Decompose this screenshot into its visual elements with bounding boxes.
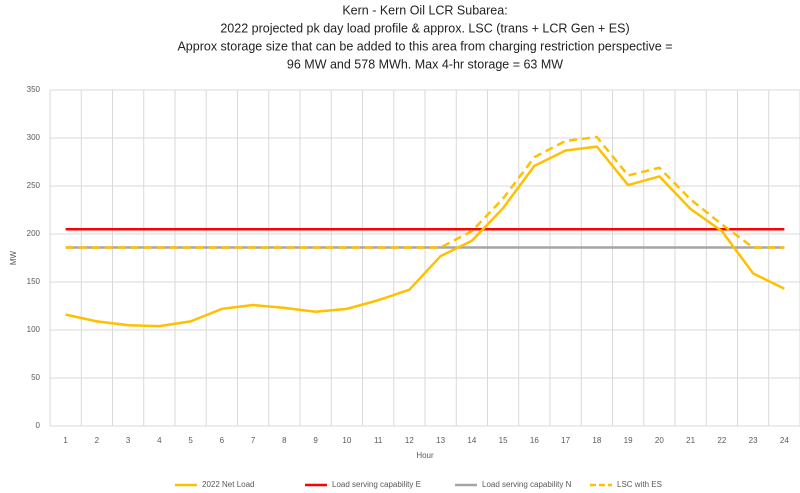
x-tick-label: 9: [313, 436, 318, 445]
x-tick-label: 23: [749, 436, 758, 445]
x-tick-label: 22: [717, 436, 726, 445]
y-tick-label: 300: [27, 133, 41, 142]
x-tick-label: 16: [530, 436, 539, 445]
x-tick-label: 6: [220, 436, 225, 445]
x-tick-label: 12: [405, 436, 414, 445]
x-tick-label: 11: [374, 436, 383, 445]
x-tick-label: 2: [95, 436, 100, 445]
y-tick-label: 150: [27, 277, 41, 286]
y-tick-label: 50: [31, 373, 40, 382]
x-tick-label: 10: [342, 436, 351, 445]
legend-label: Load serving capability N: [482, 480, 572, 489]
x-tick-label: 17: [561, 436, 570, 445]
series-line: [65, 135, 785, 249]
chart-title: Kern - Kern Oil LCR Subarea:: [342, 3, 507, 17]
legend-label: 2022 Net Load: [202, 480, 255, 489]
x-tick-label: 3: [126, 436, 131, 445]
x-tick-label: 20: [655, 436, 664, 445]
y-axis-label: MW: [9, 250, 18, 265]
chart-title: Approx storage size that can be added to…: [177, 39, 672, 53]
x-tick-label: 18: [592, 436, 601, 445]
y-tick-label: 200: [27, 229, 41, 238]
x-tick-label: 5: [188, 436, 193, 445]
y-tick-label: 350: [27, 85, 41, 94]
y-tick-label: 100: [27, 325, 41, 334]
x-tick-label: 1: [63, 436, 68, 445]
chart-title: 96 MW and 578 MWh. Max 4-hr storage = 63…: [287, 57, 563, 71]
series-line: [65, 145, 785, 328]
legend-label: LSC with ES: [617, 480, 662, 489]
x-tick-label: 15: [499, 436, 508, 445]
x-tick-label: 19: [624, 436, 633, 445]
x-tick-label: 24: [780, 436, 789, 445]
x-tick-label: 21: [686, 436, 695, 445]
x-axis-label: Hour: [416, 451, 434, 460]
x-tick-label: 8: [282, 436, 287, 445]
x-tick-label: 13: [436, 436, 445, 445]
x-tick-label: 14: [467, 436, 476, 445]
x-tick-label: 7: [251, 436, 256, 445]
chart-title: 2022 projected pk day load profile & app…: [220, 21, 629, 35]
x-tick-label: 4: [157, 436, 162, 445]
y-tick-label: 0: [36, 421, 41, 430]
legend-label: Load serving capability E: [332, 480, 421, 489]
y-tick-label: 250: [27, 181, 41, 190]
